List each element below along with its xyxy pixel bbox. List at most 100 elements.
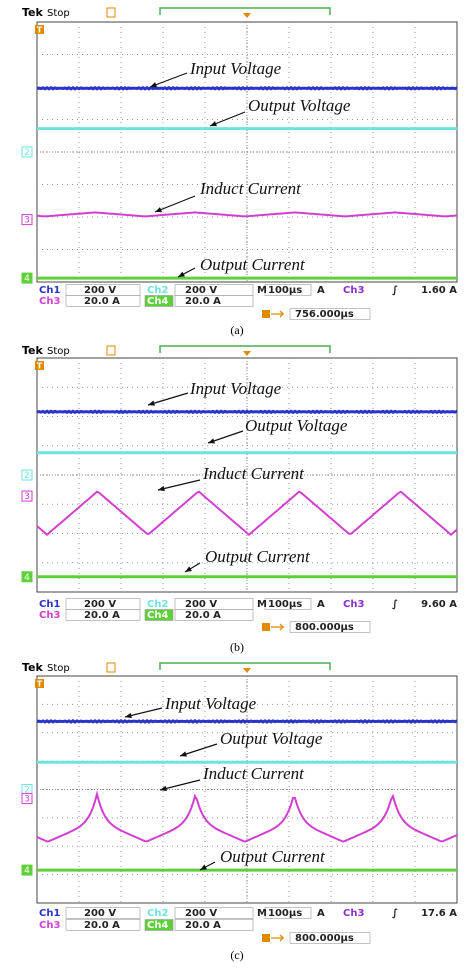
readout-timebase-label: M — [257, 285, 267, 296]
trigger-marker-box — [35, 25, 44, 34]
readout-ch3-label: Ch3 — [39, 296, 60, 307]
readout-ch1-label: Ch1 — [39, 908, 60, 919]
trigger-marker: T — [37, 26, 43, 35]
channel-marker: 2 — [24, 148, 30, 158]
caption: (a) — [230, 323, 243, 337]
readout-timebase: 100µs — [268, 285, 302, 296]
position-arrow — [271, 623, 285, 631]
channel-marker: 4 — [24, 573, 30, 583]
readout-box — [174, 919, 254, 931]
readout-ch1-label: Ch1 — [39, 599, 60, 610]
readout-ch2-label: Ch2 — [147, 599, 168, 610]
trace-annotation: Output Voltage — [245, 416, 348, 435]
arrow-head — [178, 271, 185, 277]
channel-marker-box — [21, 490, 33, 502]
readout-timebase-label: M — [257, 599, 267, 610]
readout-trigger-mode: A — [317, 285, 325, 296]
arrow-head — [185, 566, 192, 572]
readout-ch4-scale: 20.0 A — [185, 610, 221, 621]
channel-marker: 3 — [24, 492, 30, 502]
input-voltage-trace — [36, 85, 458, 91]
arrow-head — [200, 864, 207, 870]
position-icon — [262, 310, 270, 318]
readout-position: 800.000µs — [295, 933, 354, 944]
readout-trigger-slope: ∫ — [392, 599, 398, 610]
annotation-arrow — [154, 195, 196, 213]
annotation-arrow — [159, 779, 201, 791]
readout-ch1-scale: 200 V — [84, 908, 116, 919]
readout-ch4-label: Ch4 — [147, 920, 168, 931]
readout-ch3-label: Ch3 — [39, 610, 60, 621]
trace-annotation: Induct Current — [199, 179, 302, 198]
trig-pos-marker — [106, 345, 116, 356]
trace-annotation: Induct Current — [202, 764, 305, 783]
arrow-head — [148, 400, 155, 406]
trace-annotation: Output Current — [220, 847, 326, 866]
readout-timebase: 100µs — [268, 599, 302, 610]
status: Stop — [47, 346, 70, 357]
annotation-arrow — [147, 392, 189, 406]
readout-ch2-scale: 200 V — [185, 285, 217, 296]
channel-marker: 3 — [24, 795, 30, 805]
readout-position: 756.000µs — [295, 309, 354, 320]
channel-marker-box — [21, 793, 33, 805]
readout-trigger-level: 9.60 A — [421, 599, 457, 610]
position-icon — [262, 623, 270, 631]
readout-box — [289, 932, 371, 944]
trigger-point — [243, 13, 251, 18]
readout-ch3-scale: 20.0 A — [84, 920, 120, 931]
readout-box — [65, 295, 141, 307]
readout-ch4-label: Ch4 — [147, 610, 168, 621]
channel-marker-box — [21, 214, 33, 226]
trigger-marker-box — [35, 361, 44, 370]
annotation-arrow — [157, 479, 201, 491]
readout-ch1-scale: 200 V — [84, 285, 116, 296]
trace-annotation: Output Current — [205, 547, 311, 566]
readout-ch2-scale: 200 V — [185, 599, 217, 610]
readout-ch3-label: Ch3 — [39, 920, 60, 931]
readout-trigger-mode: A — [317, 599, 325, 610]
caption: (b) — [230, 640, 244, 654]
inductor-current-trace — [36, 211, 458, 218]
inductor-current-trace — [36, 790, 458, 843]
trigger-point — [243, 351, 251, 356]
trace-annotation: Input Voltage — [189, 59, 282, 78]
annotation-arrow — [149, 72, 188, 88]
readout-box — [144, 919, 174, 931]
trig-pos-marker — [106, 7, 116, 18]
readout-box — [264, 907, 312, 919]
brand: Tek — [22, 344, 44, 357]
arrow-head — [160, 785, 167, 792]
readout-box — [65, 919, 141, 931]
readout-trigger-channel: Ch3 — [343, 908, 364, 919]
readout-ch3-scale: 20.0 A — [84, 296, 120, 307]
brand: Tek — [22, 661, 44, 674]
status: Stop — [47, 8, 70, 19]
trace-annotation: Induct Current — [202, 464, 305, 483]
readout-ch4-scale: 20.0 A — [185, 296, 221, 307]
readout-box — [264, 598, 312, 610]
readout-box — [174, 295, 254, 307]
trace-annotation: Output Voltage — [248, 96, 351, 115]
readout-ch1-scale: 200 V — [84, 599, 116, 610]
readout-trigger-mode: A — [317, 908, 325, 919]
trigger-marker: T — [37, 362, 43, 371]
channel-marker: 3 — [24, 216, 30, 226]
readout-ch4-label: Ch4 — [147, 296, 168, 307]
readout-trigger-level: 17.6 A — [421, 908, 457, 919]
trigger-marker-box — [35, 679, 44, 688]
channel-marker-box — [21, 469, 33, 481]
readout-box — [144, 295, 174, 307]
readout-box — [264, 284, 312, 296]
position-arrow — [271, 310, 285, 318]
trace-annotation: Input Voltage — [189, 379, 282, 398]
arrow-head — [155, 207, 162, 213]
readout-timebase-label: M — [257, 908, 267, 919]
readout-box — [174, 907, 254, 919]
readout-box — [144, 609, 174, 621]
